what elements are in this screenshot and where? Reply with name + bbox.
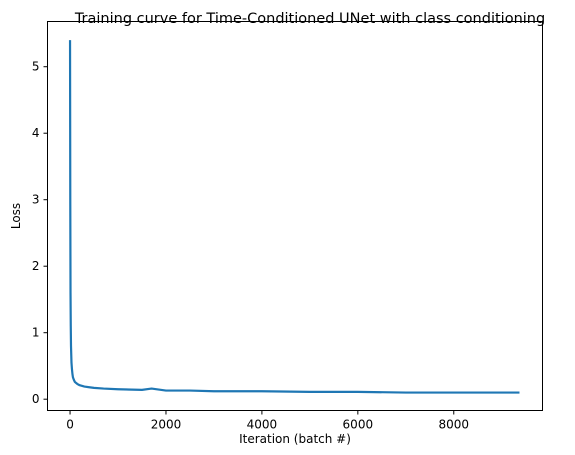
x-axis: 0 2000 4000 6000 8000 <box>66 410 469 432</box>
x-tick-label: 0 <box>66 418 74 432</box>
x-tick-label: 8000 <box>438 418 469 432</box>
axes-frame <box>47 21 543 411</box>
y-tick-label: 0 <box>32 392 40 406</box>
x-tick-label: 2000 <box>151 418 182 432</box>
loss-series-line-0 <box>68 40 520 394</box>
y-axis-label: Loss <box>9 203 23 229</box>
x-axis-label: Iteration (batch #) <box>239 432 351 446</box>
plot-area <box>68 40 520 394</box>
y-axis: 0 1 2 3 4 5 <box>32 60 48 406</box>
x-tick-label: 4000 <box>247 418 278 432</box>
y-tick-label: 4 <box>32 126 40 140</box>
y-tick-label: 3 <box>32 193 40 207</box>
x-tick-label: 6000 <box>343 418 374 432</box>
y-tick-label: 2 <box>32 259 40 273</box>
chart-title: Training curve for Time-Conditioned UNet… <box>74 11 545 27</box>
y-tick-label: 5 <box>32 60 40 74</box>
y-tick-label: 1 <box>32 326 40 340</box>
